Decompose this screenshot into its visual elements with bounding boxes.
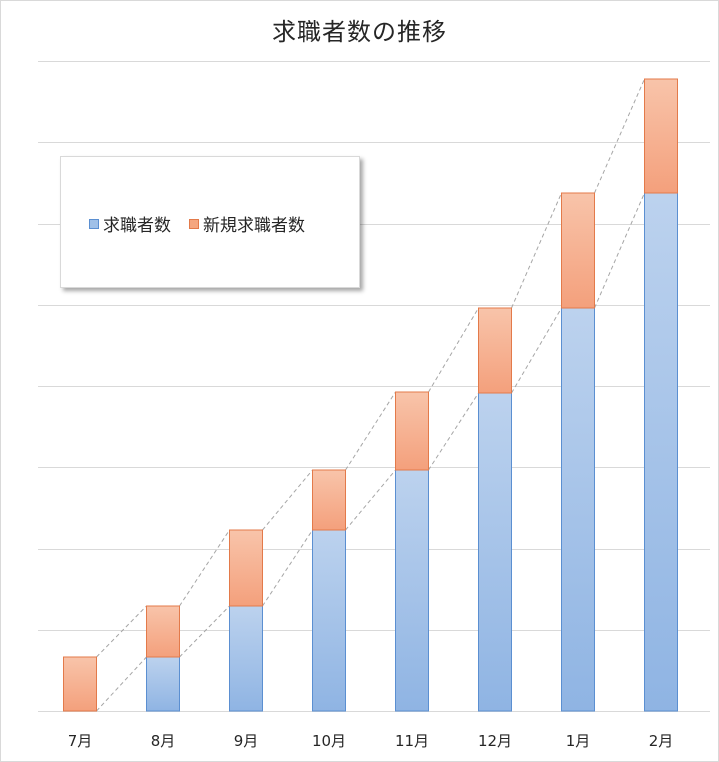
series-line-series1 (345, 469, 396, 531)
x-tick-label: 8月 (151, 732, 176, 750)
legend-label-series2: 新規求職者数 (203, 216, 305, 236)
bar-series2-9月 (229, 529, 263, 607)
series-line-series1 (511, 307, 562, 394)
bar-series2-2月 (644, 78, 678, 194)
series-lines (96, 78, 645, 712)
series-line-series1 (179, 605, 230, 658)
series-line-series2 (511, 192, 562, 309)
x-tick-label: 2月 (649, 732, 674, 750)
series-line-series2 (345, 391, 396, 471)
bar-series2-7月 (63, 656, 97, 712)
x-tick-label: 10月 (312, 732, 346, 750)
bar-series1-12月 (478, 392, 512, 712)
bar-series1-2月 (644, 192, 678, 712)
series-line-series1 (594, 192, 645, 309)
series-line-series2 (428, 307, 479, 393)
series-line-series2 (179, 529, 230, 607)
x-axis-tick-labels: 7月 8月 9月 10月 11月 12月 1月 2月 (68, 732, 674, 750)
bar-series1-1月 (561, 307, 595, 712)
legend: 求職者数 新規求職者数 (60, 156, 360, 288)
bar-series2-11月 (395, 391, 429, 471)
series-line-series1 (96, 656, 147, 712)
series-line-series1 (428, 392, 479, 471)
legend-entry-series2: 新規求職者数 (189, 211, 305, 236)
series-line-series2 (262, 469, 313, 531)
chart-title: 求職者数の推移 (272, 18, 447, 46)
x-tick-label: 7月 (68, 732, 93, 750)
bar-series2-1月 (561, 192, 595, 309)
legend-swatch-series1 (89, 218, 99, 229)
x-tick-label: 11月 (395, 732, 429, 750)
x-tick-label: 9月 (234, 732, 259, 750)
bar-series1-9月 (229, 605, 263, 712)
bar-series2-10月 (312, 469, 346, 531)
series-line-series2 (96, 605, 147, 658)
bar-series2-8月 (146, 605, 180, 658)
legend-swatch-series2 (189, 218, 199, 229)
bars (63, 78, 678, 712)
bar-series1-8月 (146, 656, 180, 712)
x-tick-label: 12月 (478, 732, 512, 750)
legend-label-series1: 求職者数 (103, 216, 171, 236)
bar-series1-10月 (312, 529, 346, 712)
bar-series2-12月 (478, 307, 512, 394)
x-tick-label: 1月 (566, 732, 591, 750)
series-line-series1 (262, 529, 313, 607)
bar-series1-11月 (395, 469, 429, 712)
series-line-series2 (594, 78, 645, 194)
legend-entry-series1: 求職者数 (89, 211, 171, 236)
